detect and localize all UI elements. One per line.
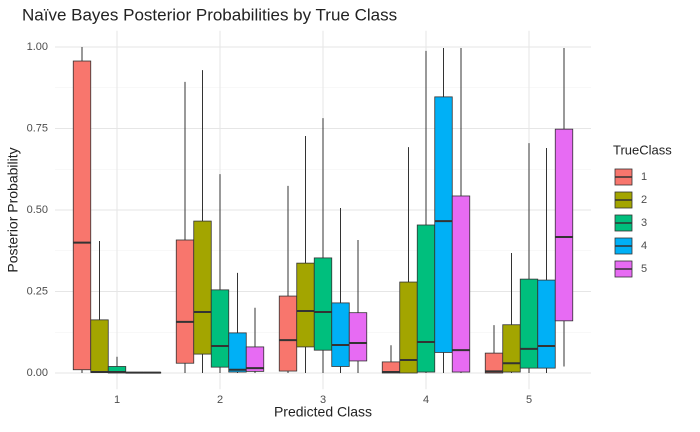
box — [451, 195, 471, 373]
box — [175, 239, 195, 364]
y-axis-title: Posterior Probability — [5, 147, 21, 272]
box — [434, 96, 453, 353]
x-tick-label: 4 — [423, 394, 429, 406]
box — [193, 220, 212, 355]
box — [502, 324, 521, 373]
box — [519, 278, 539, 369]
box — [90, 319, 109, 373]
x-tick-label: 2 — [217, 394, 223, 406]
box — [331, 302, 350, 367]
y-tick-label: 0.00 — [27, 367, 48, 379]
x-tick-label: 3 — [320, 394, 326, 406]
box — [278, 295, 298, 372]
box — [72, 60, 92, 371]
box — [210, 289, 230, 368]
y-tick-label: 0.75 — [27, 122, 48, 134]
legend-label: 2 — [641, 194, 647, 206]
x-axis-title: Predicted Class — [274, 404, 372, 420]
box — [348, 312, 368, 362]
legend-label: 4 — [641, 240, 647, 252]
chart-title: Naïve Bayes Posterior Probabilities by T… — [22, 5, 397, 24]
legend-label: 5 — [641, 263, 647, 275]
box — [554, 128, 574, 322]
x-tick-label: 5 — [526, 394, 532, 406]
y-tick-label: 0.50 — [27, 204, 48, 216]
box — [228, 332, 247, 373]
box — [296, 262, 315, 348]
legend-label: 3 — [641, 217, 647, 229]
box — [484, 352, 504, 374]
x-tick-label: 1 — [114, 394, 120, 406]
box — [313, 257, 333, 351]
box — [416, 224, 436, 373]
y-tick-label: 1.00 — [27, 41, 48, 53]
legend-title: TrueClass — [613, 142, 672, 157]
box — [245, 346, 265, 372]
legend-label: 1 — [641, 171, 647, 183]
box — [537, 279, 556, 369]
y-tick-label: 0.25 — [27, 285, 48, 297]
